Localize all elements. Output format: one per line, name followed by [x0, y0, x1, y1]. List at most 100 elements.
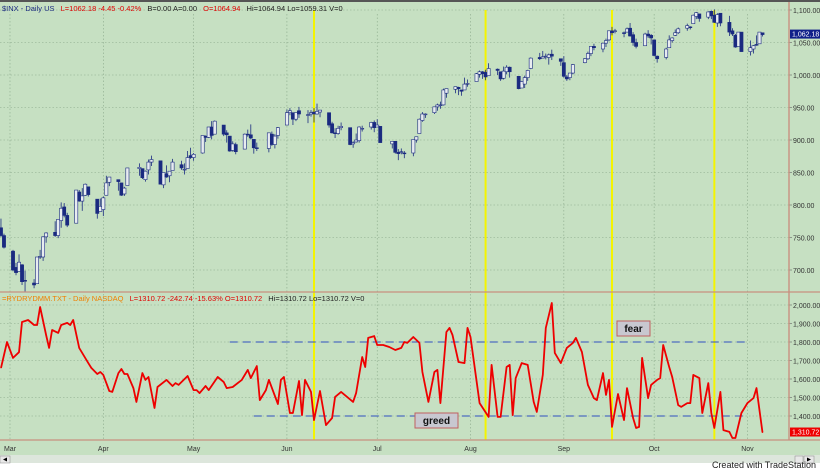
lower-header: =RYDRYDMM.TXT - Daily NASDAQ L=1310.72 -…	[2, 294, 364, 303]
indicator-point	[509, 364, 511, 366]
candle-down	[396, 152, 401, 154]
candle-up	[170, 161, 175, 171]
candle-down	[327, 112, 331, 126]
indicator-point	[126, 373, 128, 375]
candle-down	[652, 39, 657, 56]
candle-down	[549, 53, 554, 57]
candle-up	[432, 106, 437, 113]
indicator-point	[445, 331, 447, 333]
indicator-point	[102, 374, 104, 376]
candle-down	[649, 35, 654, 39]
candle-up	[107, 176, 112, 183]
indicator-point	[710, 412, 712, 414]
indicator-point	[36, 324, 38, 326]
indicator-point	[223, 381, 225, 383]
candle-down	[11, 250, 15, 271]
lower-hilo: Hi=1310.72 Lo=1310.72 V=0	[268, 294, 364, 303]
indicator-point	[331, 417, 333, 419]
indicator-point	[153, 407, 155, 409]
candle-down	[297, 110, 301, 115]
candle-up	[294, 112, 298, 120]
scrollbar-track[interactable]	[0, 455, 820, 463]
candle-down	[507, 66, 512, 73]
lower-symbol: =RYDRYDMM.TXT - Daily NASDAQ	[2, 294, 124, 303]
candle-up	[604, 40, 608, 44]
indicator-point	[355, 392, 357, 394]
candle-up	[748, 47, 753, 52]
indicator-point	[752, 397, 754, 399]
indicator-point	[436, 369, 438, 371]
candle-down	[739, 31, 744, 52]
candle-up	[691, 14, 696, 24]
indicator-point	[123, 373, 125, 375]
candle-down	[233, 144, 238, 153]
candle-up	[242, 133, 247, 150]
indicator-point	[241, 379, 243, 381]
indicator-point	[132, 387, 134, 389]
candle-up	[306, 114, 310, 116]
lower-last: L=1310.72 -242.74 -15.63% O=1310.72	[130, 294, 263, 303]
indicator-point	[361, 356, 363, 358]
candle-up	[318, 109, 322, 113]
candle-up	[465, 83, 470, 85]
candle-up	[191, 154, 196, 158]
indicator-point	[310, 391, 312, 393]
candle-down	[622, 32, 626, 34]
upper-symbol: $INX - Daily US	[2, 4, 55, 13]
candle-up	[104, 182, 109, 196]
indicator-point	[319, 390, 321, 392]
indicator-point	[560, 362, 562, 364]
candle-up	[285, 112, 289, 126]
candle-down	[760, 32, 765, 35]
indicator-point	[60, 324, 62, 326]
indicator-point	[33, 324, 35, 326]
indicator-point	[400, 347, 402, 349]
candle-up	[288, 110, 292, 114]
indicator-point	[117, 372, 119, 374]
indicator-point	[707, 382, 709, 384]
candle-up	[399, 151, 404, 153]
indicator-point	[701, 412, 703, 414]
candle-up	[613, 30, 617, 32]
indicator-point	[713, 427, 715, 429]
candle-up	[212, 120, 217, 135]
indicator-point	[467, 327, 469, 329]
indicator-point	[87, 362, 89, 364]
candle-up	[601, 42, 605, 50]
candle-down	[688, 26, 693, 28]
indicator-point	[638, 426, 640, 428]
indicator-point	[21, 321, 23, 323]
indicator-point	[298, 380, 300, 382]
candle-up	[667, 39, 672, 49]
indicator-point	[39, 306, 41, 308]
month-tick-label: Jun	[281, 446, 292, 453]
candle-down	[697, 13, 702, 19]
candle-up	[670, 37, 675, 41]
indicator-point	[587, 384, 589, 386]
candle-down	[646, 33, 651, 37]
indicator-point	[668, 366, 670, 368]
credit-text: Created with TradeStation	[711, 460, 816, 470]
indicator-point	[626, 387, 628, 389]
indicator-point	[491, 364, 493, 366]
indicator-point	[144, 379, 146, 381]
candle-up	[167, 170, 172, 177]
indicator-point	[45, 334, 47, 336]
month-tick-label: Aug	[464, 446, 477, 453]
indicator-point	[596, 399, 598, 401]
indicator-tick-label: 1,400.00	[793, 414, 820, 421]
indicator-point	[277, 403, 279, 405]
indicator-tick-label: 2,000.00	[793, 303, 820, 310]
indicator-point	[572, 342, 574, 344]
candle-down	[718, 12, 723, 24]
scrollbar-thumb[interactable]	[794, 455, 804, 464]
scrollbar[interactable]	[0, 455, 820, 464]
indicator-point	[488, 416, 490, 418]
candle-up	[462, 83, 467, 91]
indicator-point	[373, 335, 375, 337]
indicator-point	[12, 357, 14, 359]
indicator-point	[762, 432, 763, 434]
indicator-point	[617, 393, 619, 395]
candle-up	[417, 118, 422, 134]
